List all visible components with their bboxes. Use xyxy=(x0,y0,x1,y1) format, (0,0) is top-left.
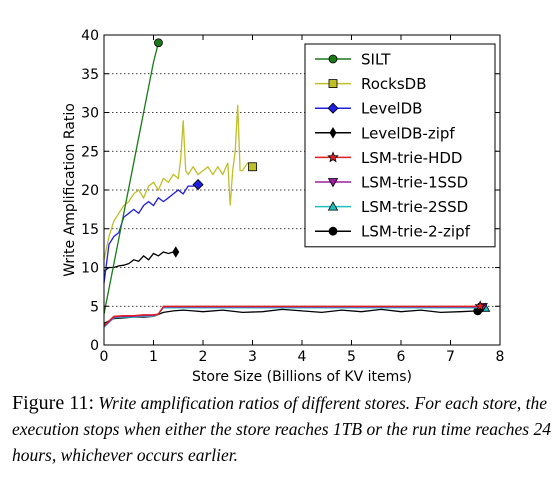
series-lsm-trie-hdd xyxy=(103,300,486,327)
legend-label-lsm-trie-hdd: LSM-trie-HDD xyxy=(361,149,462,167)
legend-label-lsm-trie-2ssd: LSM-trie-2SSD xyxy=(361,198,468,216)
legend-swatch-marker-silt xyxy=(328,54,338,64)
legend-entry-leveldb-zipf: LevelDB-zipf xyxy=(315,124,455,142)
y-tick-label-8: 40 xyxy=(81,28,99,44)
legend-swatch-marker-leveldb-zipf xyxy=(329,127,337,139)
chart: 0 1 2 3 4 5 6 7 8 0 5 10 15 20 25 30 35 40 Store Size (Bi… xyxy=(62,28,504,385)
series-rocksdb xyxy=(103,104,257,260)
series-line-leveldb-zipf xyxy=(103,251,176,272)
legend-swatch-marker-rocksdb xyxy=(328,79,338,88)
figure-caption: Figure 11: Write amplification ratios of… xyxy=(12,390,557,468)
legend-swatch-marker-lsm-trie-hdd xyxy=(327,151,339,163)
legend-swatch-marker-leveldb xyxy=(327,102,339,114)
series-end-marker-rocksdb xyxy=(248,162,257,172)
x-tick-label-8: 8 xyxy=(496,349,505,365)
legend-label-lsm-trie-2-zipf: LSM-trie-2-zipf xyxy=(361,223,471,241)
series-end-marker-silt xyxy=(154,38,163,48)
legend-swatch-marker-lsm-trie-1ssd xyxy=(327,178,339,188)
y-tick-label-7: 35 xyxy=(81,67,99,83)
x-tick-label-3: 3 xyxy=(248,349,257,365)
legend-entry-lsm-trie-hdd: LSM-trie-HDD xyxy=(315,149,462,167)
legend-frame xyxy=(304,43,496,248)
series-line-silt xyxy=(103,42,160,315)
legend-entry-silt: SILT xyxy=(315,51,391,69)
legend-entry-lsm-trie-2ssd: LSM-trie-2SSD xyxy=(315,198,468,216)
legend-entry-leveldb: LevelDB xyxy=(315,100,422,118)
caption-label: Figure 11: xyxy=(12,392,95,414)
legend-entry-lsm-trie-1ssd: LSM-trie-1SSD xyxy=(315,174,468,192)
series-line-rocksdb xyxy=(103,104,253,260)
series-lsm-trie-1ssd xyxy=(103,303,488,327)
axis-ticks: 0 1 2 3 4 5 6 7 8 0 5 10 15 20 25 30 35 40 xyxy=(81,28,504,365)
y-tick-label-3: 15 xyxy=(81,222,99,238)
legend-label-lsm-trie-1ssd: LSM-trie-1SSD xyxy=(361,174,468,192)
y-tick-label-4: 20 xyxy=(81,183,99,199)
x-tick-label-4: 4 xyxy=(298,349,307,365)
series-leveldb xyxy=(103,179,204,284)
y-tick-label-1: 5 xyxy=(90,299,99,315)
x-tick-label-5: 5 xyxy=(347,349,356,365)
series-end-marker-leveldb xyxy=(192,179,204,191)
legend-entry-lsm-trie-2-zipf: LSM-trie-2-zipf xyxy=(315,223,471,241)
legend-swatch-marker-lsm-trie-2ssd xyxy=(327,201,339,211)
caption-text: Write amplification ratios of different … xyxy=(12,393,551,465)
series-silt xyxy=(103,38,163,315)
legend-label-leveldb-zipf: LevelDB-zipf xyxy=(361,124,455,142)
y-tick-label-5: 25 xyxy=(81,144,99,160)
series-line-leveldb xyxy=(103,183,199,284)
series-layer xyxy=(103,38,491,328)
legend-label-leveldb: LevelDB xyxy=(361,100,422,118)
y-axis-label: Write Amplification Ratio xyxy=(62,103,78,277)
legend: SILT RocksDB LevelDB LevelDB-zipf LSM-trie-H… xyxy=(304,43,496,248)
x-tick-label-2: 2 xyxy=(199,349,208,365)
legend-label-rocksdb: RocksDB xyxy=(361,75,427,93)
x-tick-label-1: 1 xyxy=(149,349,158,365)
series-leveldb-zipf xyxy=(103,246,180,272)
legend-label-silt: SILT xyxy=(361,51,391,69)
legend-entry-rocksdb: RocksDB xyxy=(315,75,427,93)
series-line-lsm-trie-hdd xyxy=(103,305,481,327)
x-tick-label-0: 0 xyxy=(100,349,109,365)
y-tick-label-2: 10 xyxy=(81,261,99,277)
y-tick-label-6: 30 xyxy=(81,106,99,122)
series-line-lsm-trie-2-zipf xyxy=(103,308,478,324)
y-tick-label-0: 0 xyxy=(90,338,99,354)
series-end-marker-leveldb-zipf xyxy=(172,246,180,258)
x-tick-label-6: 6 xyxy=(397,349,406,365)
x-axis-label: Store Size (Billions of KV items) xyxy=(192,369,412,385)
series-end-marker-lsm-trie-hdd xyxy=(474,300,486,312)
legend-swatch-marker-lsm-trie-2-zipf xyxy=(328,226,338,236)
x-tick-label-7: 7 xyxy=(446,349,455,365)
